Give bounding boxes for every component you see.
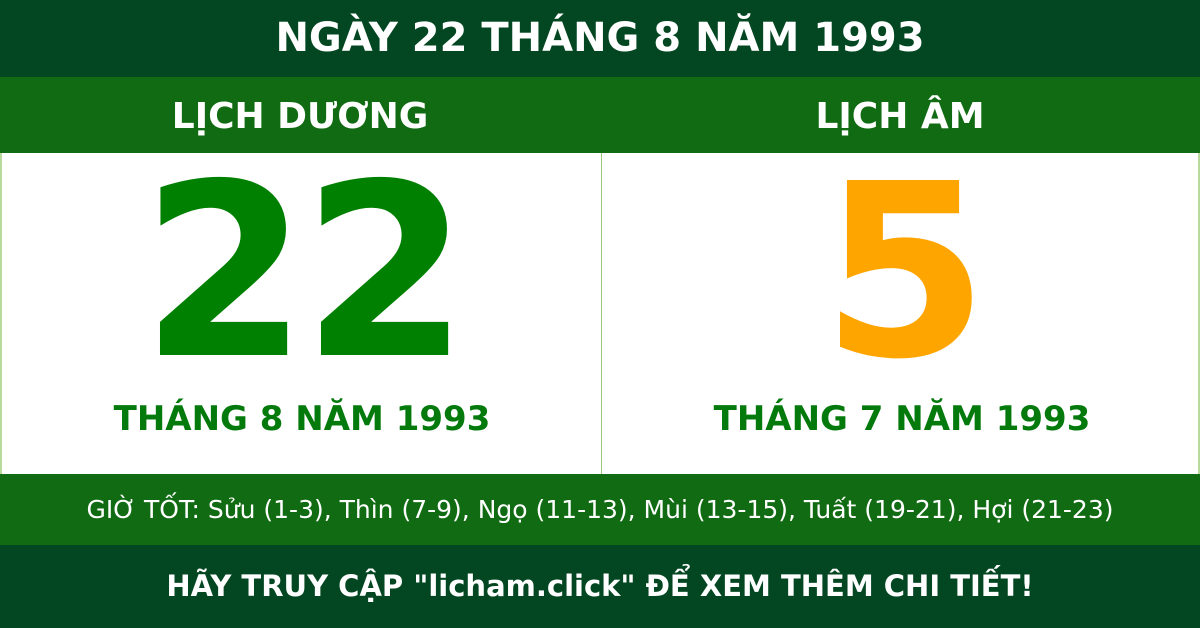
calendar-headings: LỊCH DƯƠNG LỊCH ÂM — [0, 77, 1200, 153]
solar-column: 22 THÁNG 8 NĂM 1993 — [2, 132, 602, 474]
calendar-body: 22 THÁNG 8 NĂM 1993 5 THÁNG 7 NĂM 1993 — [0, 132, 1200, 474]
lunar-column: 5 THÁNG 7 NĂM 1993 — [602, 132, 1200, 474]
lunar-month-year: THÁNG 7 NĂM 1993 — [713, 399, 1091, 439]
lunar-day: 5 — [821, 132, 989, 412]
solar-heading: LỊCH DƯƠNG — [171, 96, 429, 137]
lunar-heading: LỊCH ÂM — [815, 96, 985, 137]
solar-day: 22 — [141, 132, 469, 412]
column-divider — [601, 153, 602, 474]
solar-month-year: THÁNG 8 NĂM 1993 — [113, 399, 491, 439]
page-title: NGÀY 22 THÁNG 8 NĂM 1993 — [0, 0, 1200, 77]
good-hours: GIỜ TỐT: Sửu (1-3), Thìn (7-9), Ngọ (11-… — [0, 474, 1200, 545]
footer-cta: HÃY TRUY CẬP "licham.click" ĐỂ XEM THÊM … — [0, 545, 1200, 628]
